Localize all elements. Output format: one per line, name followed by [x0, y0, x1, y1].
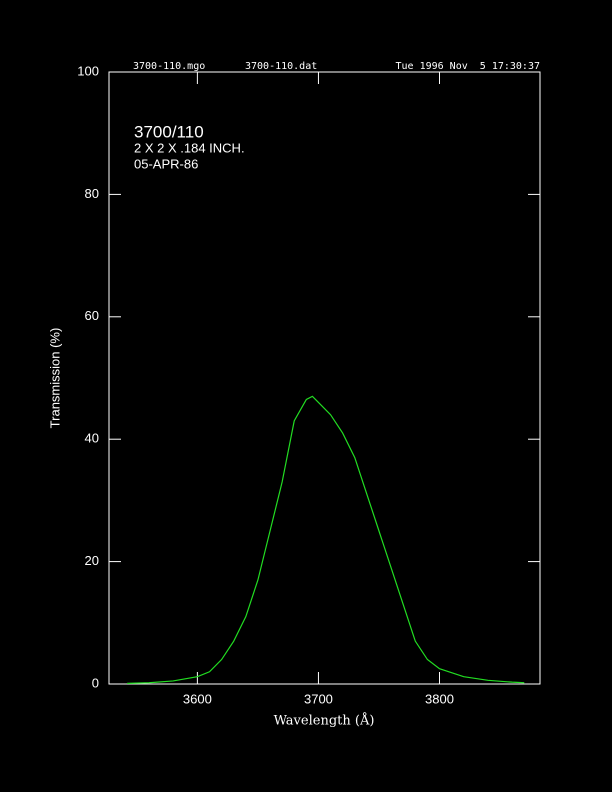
- y-tick-label: 40: [85, 431, 99, 446]
- annotation: 2 X 2 X .184 INCH.: [134, 140, 245, 155]
- x-tick-label: 3600: [183, 691, 212, 706]
- x-tick-label: 3800: [425, 691, 454, 706]
- y-tick-label: 80: [85, 186, 99, 201]
- chart-title: 3700/110: [134, 122, 204, 141]
- annotation: 05-APR-86: [134, 156, 198, 171]
- y-tick-label: 0: [92, 675, 99, 690]
- y-tick-label: 20: [85, 553, 99, 568]
- y-axis-label: Transmission (%): [47, 328, 62, 429]
- header-file: 3700-110.mgo: [133, 61, 205, 72]
- x-axis-label: Wavelength (Å): [274, 713, 375, 729]
- y-tick-label: 100: [77, 63, 99, 78]
- plot-frame: [108, 71, 541, 685]
- x-tick-label: 3700: [304, 691, 333, 706]
- transmission-line: [127, 395, 525, 684]
- header-date: Tue 1996 Nov 5 17:30:37: [396, 61, 541, 72]
- y-tick-label: 60: [85, 308, 99, 323]
- header-data: 3700-110.dat: [245, 61, 317, 72]
